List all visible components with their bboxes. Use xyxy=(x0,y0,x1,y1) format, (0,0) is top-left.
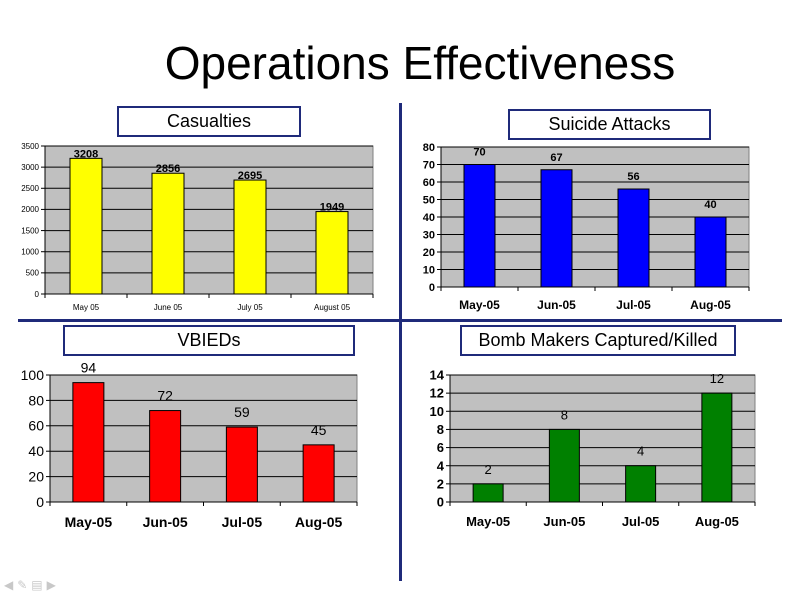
vbieds-y-tick-label: 0 xyxy=(36,494,44,510)
suicide-attacks-data-label: 67 xyxy=(550,152,562,164)
casualties-x-tick-label: August 05 xyxy=(314,303,351,312)
bomb-makers-x-tick-label: Aug-05 xyxy=(695,514,739,529)
menu-icon[interactable]: ▤ xyxy=(31,578,47,592)
suicide-attacks-x-tick-label: Aug-05 xyxy=(690,298,731,312)
vbieds-data-label: 45 xyxy=(311,422,327,438)
vbieds-y-tick-label: 20 xyxy=(28,469,44,485)
suicide-attacks-y-tick-label: 20 xyxy=(423,247,435,259)
slide-nav: ◀✎▤▶ xyxy=(4,578,60,592)
bomb-makers-y-tick-label: 0 xyxy=(437,495,444,510)
suicide-attacks-y-tick-label: 60 xyxy=(423,177,435,189)
casualties-data-label: 3208 xyxy=(74,148,98,160)
vbieds-x-tick-label: Aug-05 xyxy=(295,514,343,530)
vbieds-title-box: VBIEDs xyxy=(63,325,355,356)
casualties-y-tick-label: 1000 xyxy=(21,248,39,257)
bomb-makers-title: Bomb Makers Captured/Killed xyxy=(478,330,718,350)
casualties-y-tick-label: 3500 xyxy=(21,142,39,151)
suicide-attacks-bar xyxy=(463,164,496,288)
vbieds-y-tick-label: 40 xyxy=(28,443,44,459)
casualties-data-label: 2856 xyxy=(156,163,180,175)
bomb-makers-y-tick-label: 12 xyxy=(430,386,444,401)
arrow-right-icon[interactable]: ▶ xyxy=(46,578,60,592)
vbieds-y-tick-label: 60 xyxy=(28,418,44,434)
casualties-title-box: Casualties xyxy=(117,106,301,137)
vertical-divider xyxy=(399,103,402,581)
vbieds-x-tick-label: Jul-05 xyxy=(222,514,263,530)
vbieds-bar xyxy=(225,426,258,503)
pen-icon[interactable]: ✎ xyxy=(17,578,32,592)
bomb-makers-x-tick-label: Jun-05 xyxy=(543,514,585,529)
suicide-attacks-y-tick-label: 30 xyxy=(423,229,435,241)
vbieds-data-label: 59 xyxy=(234,404,250,420)
suicide-attacks-title: Suicide Attacks xyxy=(548,114,671,134)
suicide-attacks-data-label: 56 xyxy=(627,171,639,183)
casualties-x-tick-label: May 05 xyxy=(73,303,100,312)
casualties-bar xyxy=(151,172,185,295)
suicide-attacks-y-tick-label: 70 xyxy=(423,159,435,171)
suicide-attacks-x-tick-label: May-05 xyxy=(459,298,500,312)
bomb-makers-y-tick-label: 10 xyxy=(430,404,444,419)
suicide-attacks-data-label: 70 xyxy=(473,147,485,159)
vbieds-y-tick-label: 100 xyxy=(21,367,45,383)
bomb-makers-y-tick-label: 14 xyxy=(430,368,445,383)
horizontal-divider xyxy=(18,319,782,322)
suicide-attacks-y-tick-label: 50 xyxy=(423,194,435,206)
casualties-data-label: 2695 xyxy=(238,170,262,182)
suicide-attacks-bar xyxy=(617,188,650,288)
slide-title: Operations Effectiveness xyxy=(164,37,676,89)
casualties-y-tick-label: 2500 xyxy=(21,184,39,193)
vbieds-data-label: 72 xyxy=(157,388,173,404)
bomb-makers-data-label: 8 xyxy=(561,407,568,422)
bomb-makers-y-tick-label: 4 xyxy=(437,458,445,473)
casualties-bar xyxy=(69,157,103,295)
casualties-y-tick-label: 0 xyxy=(35,290,40,299)
casualties-bar xyxy=(233,179,267,295)
suicide-attacks-y-tick-label: 80 xyxy=(423,142,435,154)
suicide-attacks-x-tick-label: Jul-05 xyxy=(616,298,651,312)
bomb-makers-data-label: 4 xyxy=(637,444,644,459)
bomb-makers-x-tick-label: May-05 xyxy=(466,514,510,529)
suicide-attacks-bar xyxy=(540,169,573,288)
bomb-makers-title-box: Bomb Makers Captured/Killed xyxy=(460,325,736,356)
suicide-attacks-bar xyxy=(694,216,727,288)
suicide-attacks-y-tick-label: 10 xyxy=(423,264,435,276)
suicide-attacks-y-tick-label: 0 xyxy=(429,282,435,294)
casualties-x-tick-label: June 05 xyxy=(154,303,183,312)
casualties-y-tick-label: 2000 xyxy=(21,205,39,214)
vbieds-title: VBIEDs xyxy=(177,330,241,350)
casualties-y-tick-label: 1500 xyxy=(21,226,39,235)
suicide-attacks-data-label: 40 xyxy=(704,199,716,211)
casualties-data-label: 1949 xyxy=(320,202,344,214)
vbieds-bar xyxy=(302,444,335,503)
casualties-title: Casualties xyxy=(166,111,252,131)
bomb-makers-y-tick-label: 6 xyxy=(437,440,444,455)
bomb-makers-data-label: 2 xyxy=(485,462,492,477)
vbieds-bar xyxy=(149,410,182,503)
bomb-makers-bar xyxy=(472,483,504,503)
bomb-makers-bar xyxy=(701,392,733,503)
suicide-attacks-title-box: Suicide Attacks xyxy=(508,109,711,140)
bomb-makers-data-label: 12 xyxy=(710,371,724,386)
casualties-y-tick-label: 500 xyxy=(26,269,40,278)
bomb-makers-x-tick-label: Jul-05 xyxy=(622,514,660,529)
vbieds-bar xyxy=(72,382,105,503)
vbieds-data-label: 94 xyxy=(81,360,97,376)
casualties-y-tick-label: 3000 xyxy=(21,163,39,172)
bomb-makers-y-tick-label: 8 xyxy=(437,422,444,437)
suicide-attacks-x-tick-label: Jun-05 xyxy=(537,298,576,312)
suicide-attacks-y-tick-label: 40 xyxy=(423,212,435,224)
bomb-makers-bar xyxy=(548,428,580,503)
casualties-x-tick-label: July 05 xyxy=(237,303,263,312)
casualties-bar xyxy=(315,211,349,295)
bomb-makers-bar xyxy=(625,465,657,503)
bomb-makers-y-tick-label: 2 xyxy=(437,476,444,491)
vbieds-x-tick-label: Jun-05 xyxy=(143,514,188,530)
arrow-left-icon[interactable]: ◀ xyxy=(4,578,18,592)
vbieds-y-tick-label: 80 xyxy=(28,392,44,408)
vbieds-x-tick-label: May-05 xyxy=(65,514,113,530)
